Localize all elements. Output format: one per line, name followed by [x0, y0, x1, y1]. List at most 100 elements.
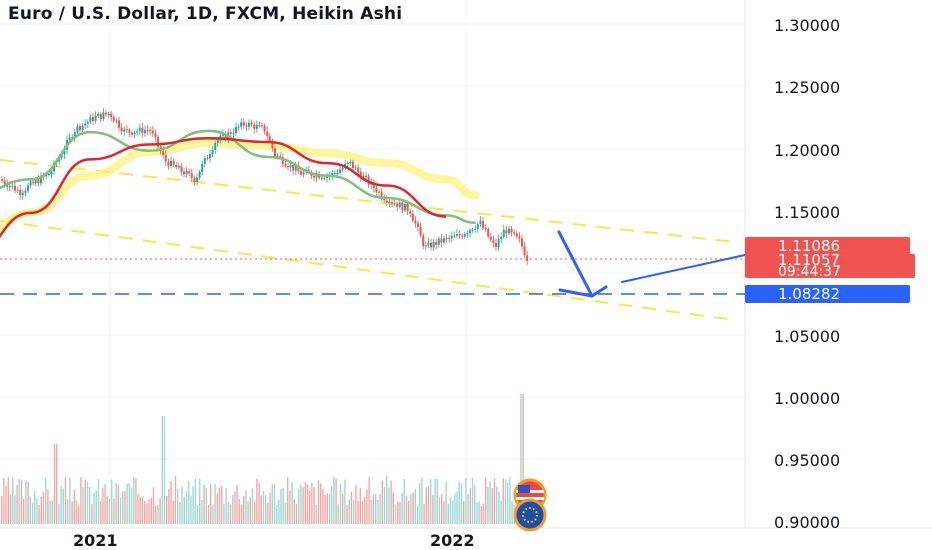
volume-bar [42, 492, 45, 524]
candle-body [502, 229, 505, 237]
volume-bar [269, 492, 271, 524]
candle-body [440, 238, 443, 243]
volume-bar [390, 480, 392, 524]
volume-bar [421, 477, 423, 524]
volume-bar [265, 495, 267, 524]
volume-bar [122, 491, 124, 524]
forecast-arrow-up [621, 254, 746, 283]
x-tick: 2022 [430, 531, 475, 550]
volume-bar [302, 487, 304, 524]
volume-bar [423, 503, 425, 524]
volume-bar [498, 491, 500, 524]
volume-bar [14, 495, 16, 524]
volume-bar [408, 500, 410, 524]
volume-bar [1, 496, 3, 524]
volume-bar [23, 498, 25, 524]
candle-body [198, 172, 201, 178]
ema-band-line [0, 139, 480, 236]
candle-body [510, 228, 513, 233]
candle-body [99, 113, 102, 119]
volume-bar [346, 505, 348, 524]
trend-channel [0, 159, 736, 321]
y-tick: 0.90000 [774, 513, 840, 532]
volume-bar [507, 482, 509, 524]
candle-body [177, 165, 180, 168]
volume-bar [254, 501, 256, 524]
volume-bar [157, 505, 159, 524]
candle-body [224, 133, 227, 139]
forecast-arrow-head-left [558, 288, 594, 298]
candle-body [284, 164, 287, 166]
volume-bar [141, 497, 144, 524]
candle-body [242, 122, 245, 126]
candle-body [172, 160, 175, 165]
volume-bar [311, 482, 313, 524]
candle-body [170, 160, 172, 167]
candle-body [287, 165, 289, 168]
candle-body [419, 226, 422, 236]
volume-bar [465, 478, 467, 524]
candle-body [471, 229, 474, 231]
volume-bar [324, 494, 326, 524]
candle-body [136, 131, 139, 133]
candle-body [60, 154, 63, 158]
candle-body [216, 140, 219, 144]
candle-body [131, 132, 133, 135]
candle-body [73, 132, 76, 139]
candle-body [404, 204, 406, 211]
candle-body [190, 173, 193, 178]
volume-bar [249, 497, 251, 524]
candle-body [214, 143, 217, 151]
volume-bar [489, 481, 491, 524]
candle-body [76, 126, 79, 133]
volume-bar [278, 499, 280, 524]
volume-bar [9, 494, 12, 524]
eu-flag-icon[interactable] [513, 498, 547, 532]
candle-body [385, 200, 388, 203]
candle-body [453, 235, 456, 237]
forecast-arrow-head-right [590, 285, 608, 298]
volume-bar [414, 488, 416, 524]
candle-body [297, 166, 300, 172]
time-axis[interactable]: 2021 2022 [73, 531, 475, 550]
candle-body [29, 181, 32, 186]
candle-body [107, 113, 110, 115]
candle-body [128, 130, 131, 133]
volume-bar [436, 479, 438, 524]
volume-bar [480, 505, 482, 524]
candle-body [232, 133, 235, 135]
volume-bar [280, 488, 282, 524]
volume-bar [326, 493, 328, 524]
candle-body [89, 117, 92, 122]
candle-body [180, 165, 183, 172]
volume-bar [95, 490, 97, 524]
volume-bar [335, 478, 337, 524]
volume-bar [304, 482, 306, 524]
candle-body [21, 192, 24, 195]
candle-body [508, 228, 510, 234]
volume-bar [445, 481, 447, 524]
volume-bar [298, 488, 300, 524]
candle-body [141, 127, 144, 134]
countdown-label: 09:44:37 [778, 264, 841, 280]
candle-body [315, 174, 318, 178]
volume-bar [67, 499, 69, 524]
candle-body [380, 191, 383, 198]
volume-bar [126, 483, 128, 524]
volume-bar [205, 488, 207, 524]
volume-bar [38, 505, 40, 524]
price-axis[interactable]: 1.30000 1.25000 1.20000 1.15000 1.05000 … [774, 16, 840, 532]
volume-bar [240, 504, 243, 524]
volume-bar [317, 480, 320, 524]
candle-body [474, 228, 477, 230]
volume-bar [471, 477, 474, 524]
volume-bar [441, 494, 443, 524]
volume-bar [322, 489, 324, 524]
candle-body [209, 154, 211, 159]
candle-body [203, 158, 206, 165]
volume-bar [430, 479, 432, 524]
volume-bar [493, 478, 496, 524]
volume-bar [100, 501, 102, 524]
volume-bar [251, 488, 254, 524]
